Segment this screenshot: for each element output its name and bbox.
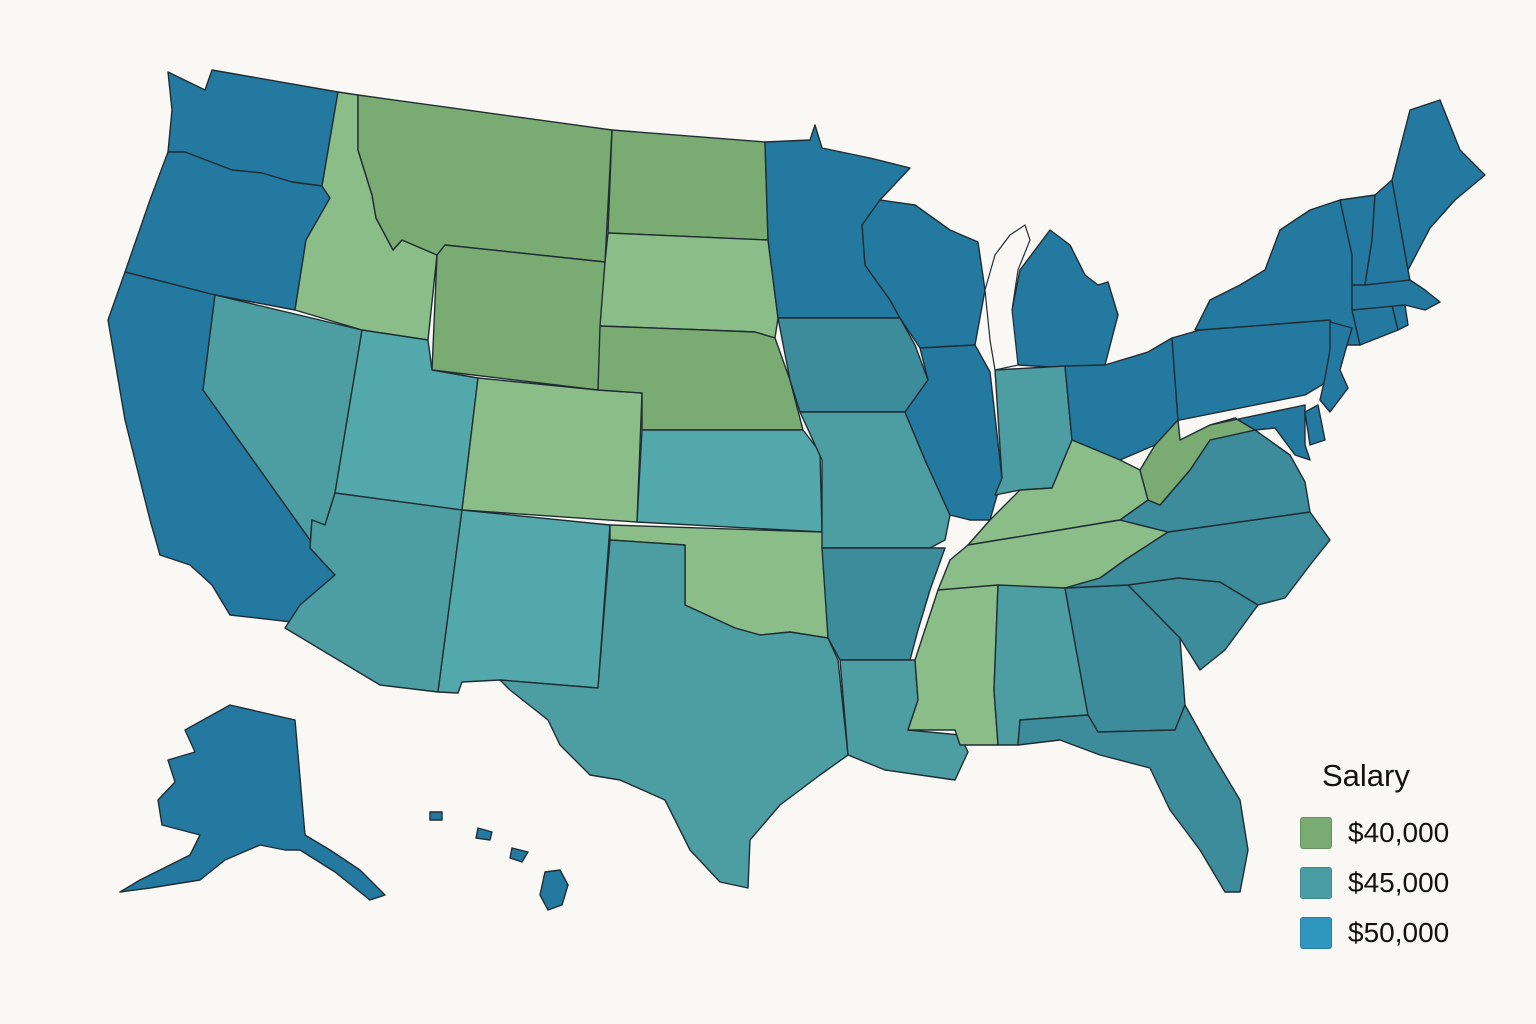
state-arkansas — [821, 547, 946, 661]
state-delaware — [1304, 404, 1326, 446]
state-kansas — [636, 429, 823, 533]
state-south-dakota — [599, 232, 779, 339]
lake-michigan — [984, 224, 1031, 371]
state-pennsylvania — [1171, 319, 1346, 421]
state-iowa — [777, 317, 929, 413]
state-massachusetts — [1351, 279, 1441, 311]
state-new-jersey — [1319, 321, 1353, 413]
legend-swatch-40000 — [1300, 817, 1332, 849]
legend-title: Salary — [1322, 758, 1410, 793]
legend-item-40000: $40,000 — [1300, 808, 1500, 858]
state-wyoming — [431, 244, 606, 391]
state-illinois — [904, 344, 1003, 521]
state-north-dakota — [607, 129, 769, 241]
state-texas — [499, 539, 849, 889]
state-hawaii-island-maui — [509, 847, 529, 863]
state-florida — [1017, 704, 1249, 893]
legend-item-50000: $50,000 — [1300, 908, 1500, 958]
legend-label-45000: $45,000 — [1348, 867, 1450, 898]
state-connecticut — [1351, 304, 1399, 346]
state-maryland — [1209, 404, 1311, 461]
state-hawaii-island-oahu — [475, 827, 493, 841]
state-hawaii-island-kauai — [429, 811, 443, 821]
state-wisconsin — [861, 199, 986, 349]
legend-label-40000: $40,000 — [1348, 817, 1450, 848]
legend-swatch-50000 — [1300, 917, 1332, 949]
state-colorado — [461, 377, 643, 523]
legend-item-45000: $45,000 — [1300, 858, 1500, 908]
state-maine — [1391, 99, 1486, 271]
legend-swatch-45000 — [1300, 867, 1332, 899]
state-new-mexico — [437, 509, 611, 694]
legend-label-50000: $50,000 — [1348, 917, 1450, 948]
state-alaska — [119, 704, 386, 901]
state-montana — [357, 94, 613, 263]
map-legend: Salary $40,000 $45,000 $50,000 — [1300, 758, 1500, 958]
state-nebraska — [597, 325, 804, 431]
state-hawaii — [539, 869, 569, 911]
